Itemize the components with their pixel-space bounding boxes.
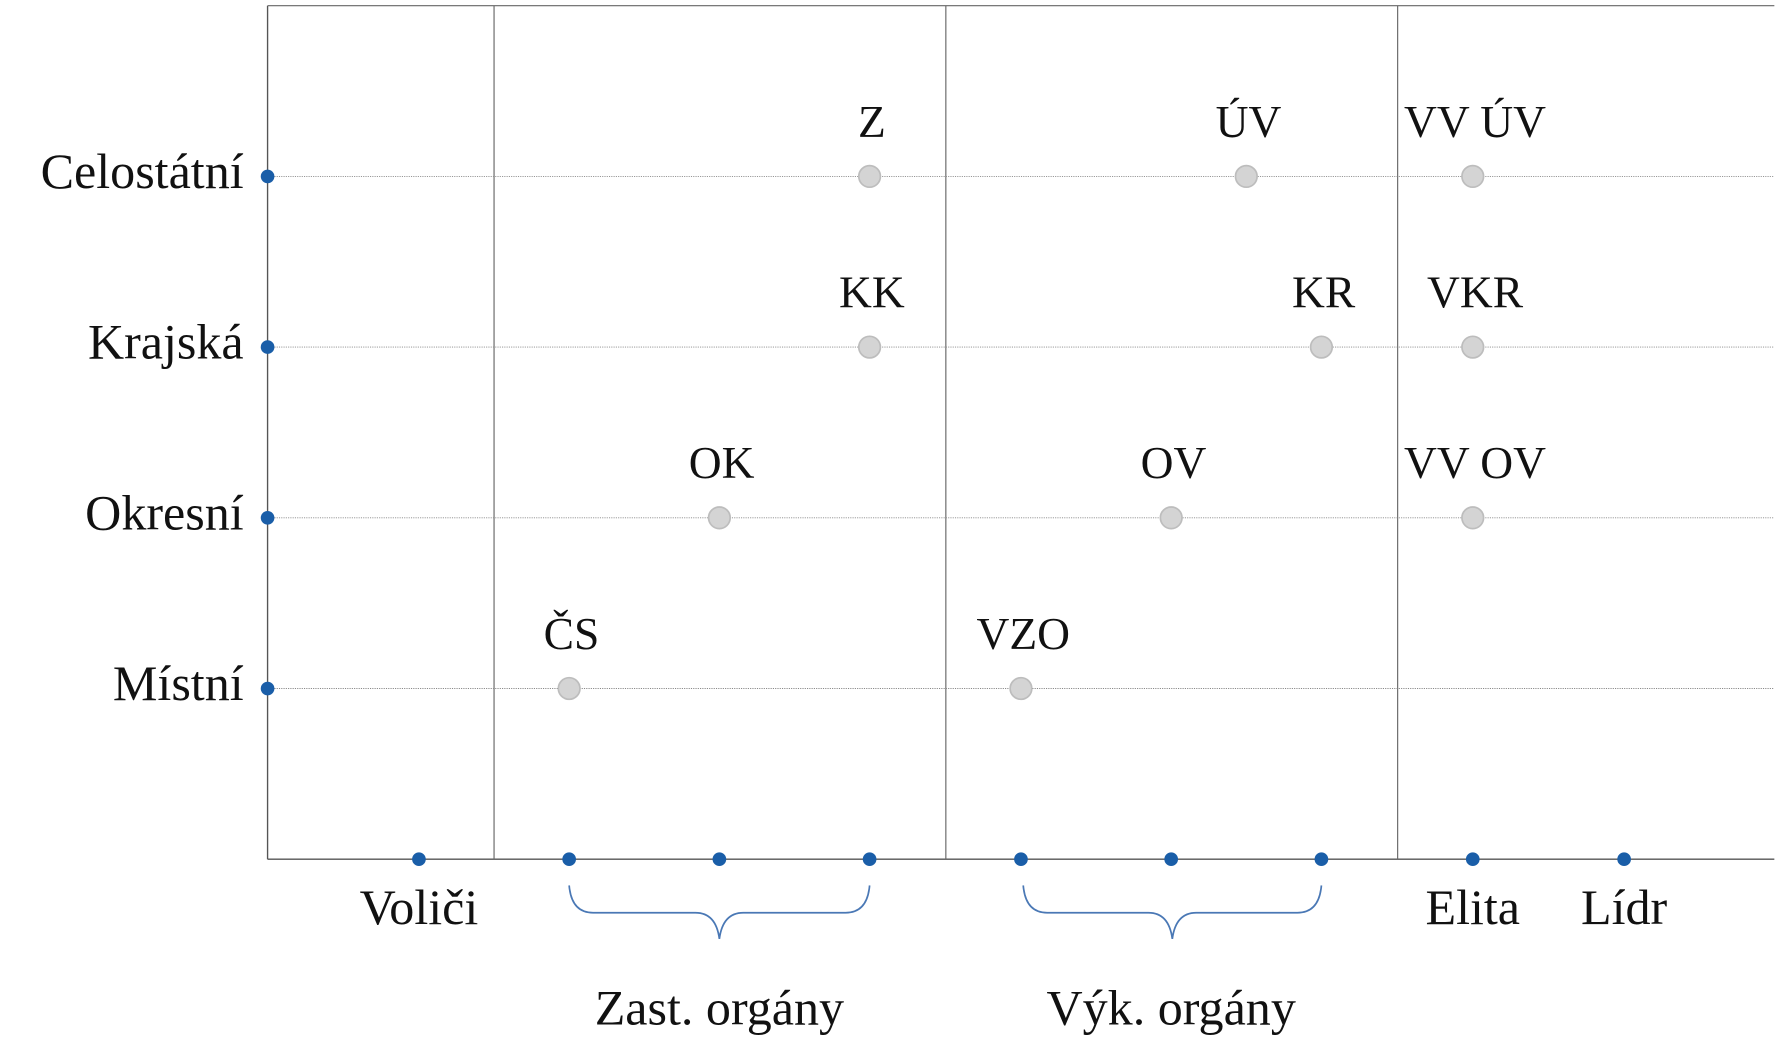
- node: [1461, 335, 1485, 359]
- axis-dot: [1617, 852, 1631, 867]
- node: [857, 335, 882, 359]
- axis-dot: [260, 340, 275, 354]
- axis-dot: [260, 510, 275, 525]
- axis-dot: [412, 852, 426, 867]
- node-label: KK: [839, 266, 905, 317]
- axis-dot: [1014, 852, 1028, 867]
- axis-dot: [712, 852, 727, 867]
- node: [557, 676, 581, 701]
- node: [707, 506, 732, 530]
- brace: [568, 885, 871, 939]
- column-label: Voliči: [360, 879, 479, 935]
- node-label: ÚV: [1216, 96, 1282, 147]
- node-label: OK: [689, 437, 755, 488]
- axis-dot: [1314, 852, 1329, 867]
- node: [1461, 506, 1485, 530]
- axis-dot: [1164, 852, 1179, 867]
- brace: [1022, 885, 1323, 939]
- row-label: Celostátní: [41, 143, 244, 199]
- row-label: Místní: [113, 655, 244, 711]
- node: [1234, 164, 1258, 189]
- node: [1309, 335, 1334, 359]
- node-label: Z: [858, 96, 886, 147]
- node: [857, 164, 882, 189]
- node: [1159, 506, 1183, 530]
- axis-dot: [862, 852, 877, 867]
- node-label: VZO: [976, 608, 1070, 659]
- row-label: Krajská: [88, 314, 244, 370]
- node: [1461, 164, 1485, 189]
- axis-dot: [260, 681, 275, 696]
- node-label: OV: [1141, 437, 1207, 488]
- group-label: Výk. orgány: [1047, 979, 1296, 1035]
- axis-dot: [260, 169, 275, 184]
- node-label: KR: [1292, 266, 1356, 317]
- column-label: Lídr: [1581, 879, 1668, 935]
- axis-dot: [562, 852, 576, 867]
- node-label: VV ÚV: [1404, 96, 1546, 147]
- node-label: VKR: [1427, 266, 1524, 317]
- node-label: ČS: [544, 608, 600, 659]
- group-label: Zast. orgány: [595, 979, 844, 1035]
- node-label: VV OV: [1404, 437, 1546, 488]
- axis-dot: [1465, 852, 1480, 867]
- node: [1009, 676, 1033, 701]
- row-label: Okresní: [85, 484, 244, 540]
- column-label: Elita: [1425, 879, 1520, 935]
